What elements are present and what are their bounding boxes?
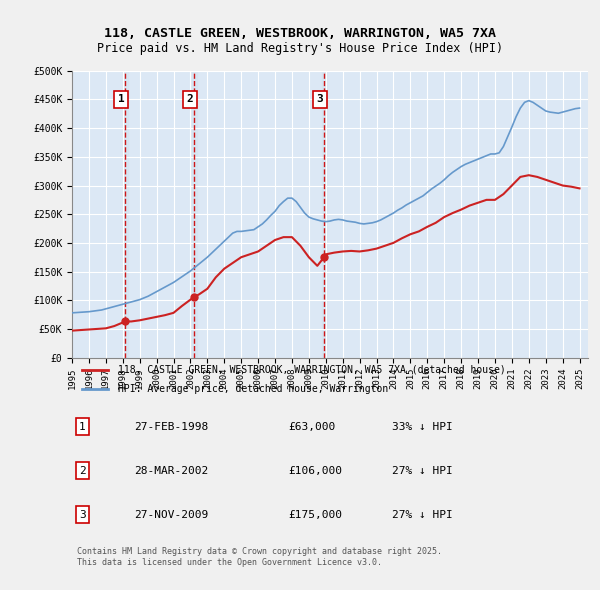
Text: 27-NOV-2009: 27-NOV-2009 [134, 510, 208, 520]
Text: 28-MAR-2002: 28-MAR-2002 [134, 466, 208, 476]
Text: £106,000: £106,000 [289, 466, 343, 476]
Text: 2: 2 [79, 466, 86, 476]
Text: Price paid vs. HM Land Registry's House Price Index (HPI): Price paid vs. HM Land Registry's House … [97, 42, 503, 55]
Text: 118, CASTLE GREEN, WESTBROOK, WARRINGTON, WA5 7XA (detached house): 118, CASTLE GREEN, WESTBROOK, WARRINGTON… [118, 365, 506, 375]
Text: HPI: Average price, detached house, Warrington: HPI: Average price, detached house, Warr… [118, 384, 389, 394]
Text: Contains HM Land Registry data © Crown copyright and database right 2025.
This d: Contains HM Land Registry data © Crown c… [77, 548, 442, 567]
Text: 2: 2 [187, 94, 193, 104]
Text: £175,000: £175,000 [289, 510, 343, 520]
Text: 27% ↓ HPI: 27% ↓ HPI [392, 466, 452, 476]
Text: 1: 1 [79, 421, 86, 431]
Text: 1: 1 [118, 94, 124, 104]
Text: 3: 3 [316, 94, 323, 104]
Text: 118, CASTLE GREEN, WESTBROOK, WARRINGTON, WA5 7XA: 118, CASTLE GREEN, WESTBROOK, WARRINGTON… [104, 27, 496, 40]
Text: 3: 3 [79, 510, 86, 520]
Bar [192, 71, 197, 358]
Bar [322, 71, 326, 358]
Text: £63,000: £63,000 [289, 421, 336, 431]
Text: 27-FEB-1998: 27-FEB-1998 [134, 421, 208, 431]
Text: 27% ↓ HPI: 27% ↓ HPI [392, 510, 452, 520]
Text: 33% ↓ HPI: 33% ↓ HPI [392, 421, 452, 431]
Bar [123, 71, 128, 358]
